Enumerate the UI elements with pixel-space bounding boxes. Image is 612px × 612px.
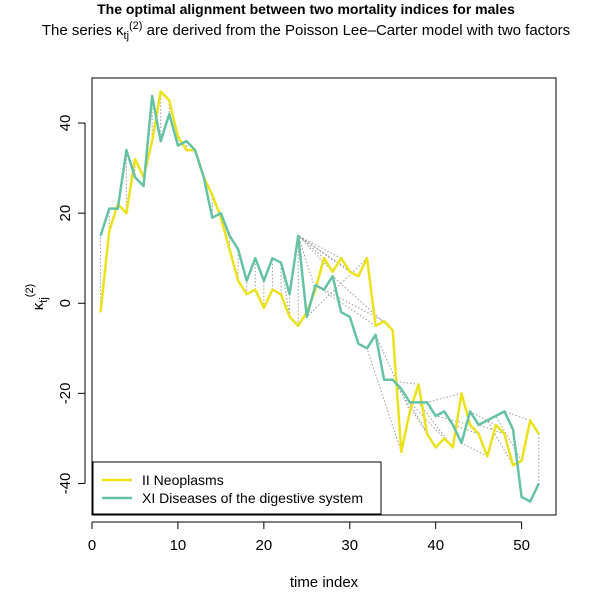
legend-label-digestive: XI Diseases of the digestive system xyxy=(142,490,363,506)
x-tick-label: 40 xyxy=(427,537,444,554)
x-tick-label: 10 xyxy=(170,537,187,554)
alignment-line xyxy=(392,379,428,435)
alignment-line xyxy=(297,235,333,273)
legend-box xyxy=(92,461,382,515)
alignment-line xyxy=(435,415,471,426)
y-axis-title-symbol: κ xyxy=(30,302,47,310)
alignment-line xyxy=(486,420,514,466)
series-line-digestive xyxy=(99,94,540,503)
series-lines xyxy=(99,90,540,503)
alignment-line xyxy=(426,392,462,403)
alignment-line xyxy=(478,424,505,435)
x-tick-label: 30 xyxy=(341,537,358,554)
alignment-line xyxy=(366,348,402,453)
subtitle-prefix: The series xyxy=(41,22,112,39)
alignment-line xyxy=(504,410,531,421)
y-tick-label: 40 xyxy=(57,115,74,132)
x-tick-label: 20 xyxy=(256,537,273,554)
subtitle-kappa-symbol: κ xyxy=(116,22,124,39)
alignment-line xyxy=(409,402,445,439)
alignment-line xyxy=(332,275,394,331)
y-axis: -40 -20 0 20 40 xyxy=(57,115,86,495)
x-tick-label: 0 xyxy=(88,537,96,554)
x-axis-title: time index xyxy=(290,574,359,591)
y-tick-label: 20 xyxy=(57,205,74,222)
y-axis-title-subscript: tj xyxy=(38,297,50,303)
x-axis: 0 10 20 30 40 50 xyxy=(88,521,530,554)
y-tick-label: -40 xyxy=(57,473,74,495)
alignment-line xyxy=(495,415,523,462)
svg-text:κtj(2): κtj(2) xyxy=(24,284,50,310)
alignment-line xyxy=(452,424,479,435)
plot-frame xyxy=(91,77,557,516)
subtitle-kappa-superscript: (2) xyxy=(129,20,143,32)
series-line-neoplasms xyxy=(99,90,540,467)
legend: II Neoplasms XI Diseases of the digestiv… xyxy=(92,461,382,515)
subtitle-kappa-subscript: tj xyxy=(123,30,130,42)
alignment-line xyxy=(461,442,488,457)
alignment-line xyxy=(315,284,376,327)
y-tick-label: -20 xyxy=(57,383,74,405)
alignment-line xyxy=(469,410,497,426)
alignment-line xyxy=(297,235,359,277)
y-axis-title: κtj(2) xyxy=(24,284,50,310)
alignment-line xyxy=(418,402,454,448)
chart-subtitle: The series κtj(2) are derived from the P… xyxy=(0,20,612,42)
y-axis-title-superscript: (2) xyxy=(24,284,36,297)
alignment-line xyxy=(297,235,325,259)
y-tick-label: 0 xyxy=(57,299,74,307)
chart-title: The optimal alignment between two mortal… xyxy=(97,1,515,17)
subtitle-suffix: are derived from the Poisson Lee–Carter … xyxy=(146,22,571,39)
alignment-lines xyxy=(100,91,540,484)
alignment-line xyxy=(297,235,316,290)
x-tick-label: 50 xyxy=(513,537,530,554)
legend-label-neoplasms: II Neoplasms xyxy=(142,472,224,488)
alignment-line xyxy=(297,235,342,259)
